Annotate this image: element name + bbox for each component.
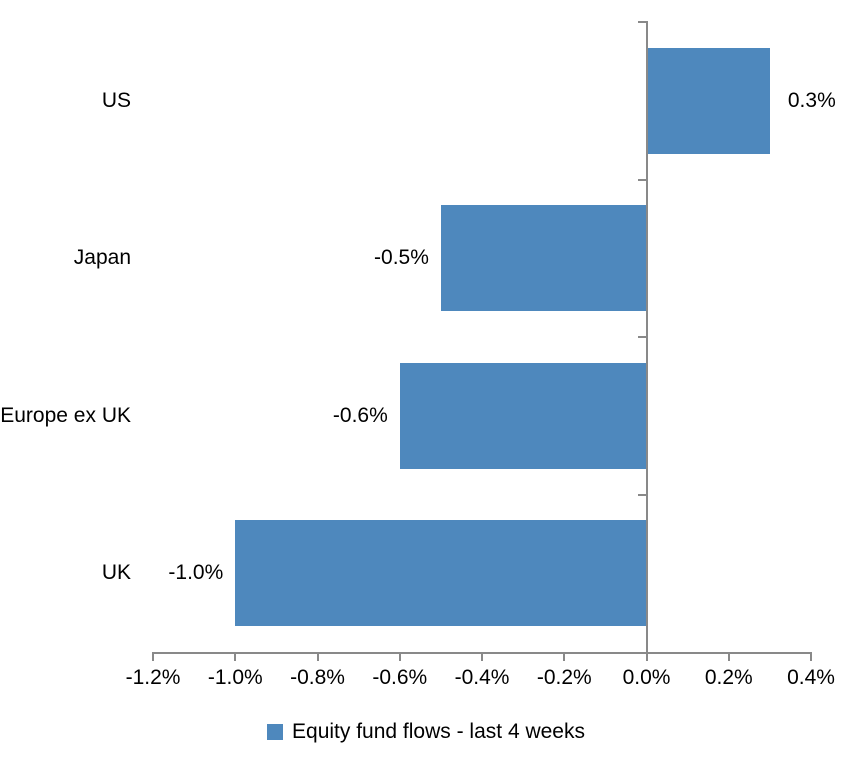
x-tick-label: 0.2% bbox=[704, 666, 753, 689]
x-tick-label: -0.8% bbox=[290, 666, 345, 689]
x-axis bbox=[152, 652, 812, 654]
x-tick-label: -0.4% bbox=[454, 666, 510, 689]
x-axis-tick bbox=[645, 654, 648, 661]
legend-label: Equity fund flows - last 4 weeks bbox=[292, 720, 585, 743]
x-tick-label: 0.0% bbox=[622, 666, 671, 689]
x-axis-tick bbox=[316, 654, 319, 661]
data-label: -0.6% bbox=[332, 403, 388, 427]
bar-us bbox=[646, 47, 770, 154]
category-label: UK bbox=[101, 561, 131, 585]
x-tick-label: -0.2% bbox=[536, 666, 592, 689]
category-axis-tick bbox=[637, 21, 647, 23]
legend: Equity fund flows - last 4 weeks bbox=[0, 718, 852, 746]
x-axis-tick bbox=[234, 654, 237, 661]
x-tick-label: -0.6% bbox=[372, 666, 428, 689]
category-label: US bbox=[101, 88, 131, 112]
x-axis-tick bbox=[481, 654, 483, 661]
category-label: Europe ex UK bbox=[0, 403, 131, 427]
x-tick-label: -1.0% bbox=[207, 666, 263, 689]
x-tick-label: -1.2% bbox=[125, 666, 181, 689]
x-tick-label: 0.4% bbox=[787, 666, 835, 689]
x-axis-tick bbox=[727, 654, 730, 661]
x-axis-tick bbox=[563, 654, 566, 661]
category-axis-tick bbox=[637, 178, 647, 181]
x-axis-tick bbox=[398, 654, 401, 661]
category-label: Japan bbox=[73, 246, 131, 270]
x-axis-tick bbox=[810, 654, 812, 661]
bar-japan bbox=[440, 205, 647, 312]
data-label: -1.0% bbox=[168, 561, 224, 585]
value-axis-zero-line bbox=[645, 21, 648, 652]
data-label: 0.3% bbox=[787, 88, 836, 112]
category-axis-tick bbox=[637, 336, 647, 338]
legend-marker-icon bbox=[267, 724, 284, 740]
data-label: -0.5% bbox=[374, 246, 429, 270]
x-axis-tick bbox=[152, 654, 154, 661]
category-axis-tick bbox=[637, 493, 647, 496]
bar-uk bbox=[235, 520, 647, 627]
bar-europe-ex-uk bbox=[399, 362, 647, 469]
